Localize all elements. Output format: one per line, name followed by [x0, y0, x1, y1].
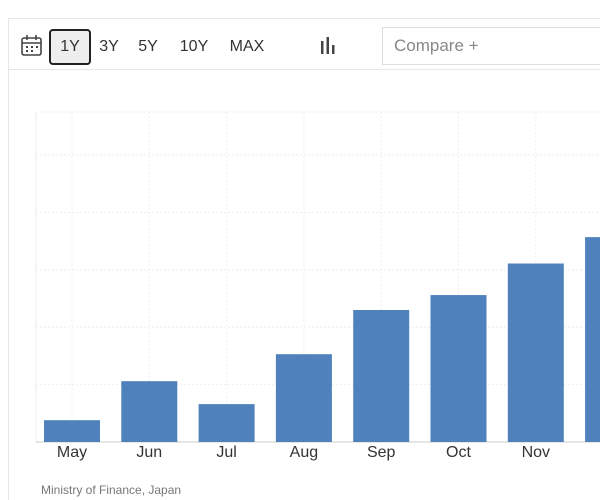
bar [585, 237, 600, 442]
source: Ministry of Finance, Japan [41, 483, 181, 497]
toolbar: 1Y 3Y 5Y 10Y MAX Compare + [8, 18, 600, 70]
calendar-icon[interactable] [21, 35, 43, 57]
x-tick-label: Oct [446, 444, 471, 461]
x-tick-label: Jul [216, 444, 236, 461]
x-tick-label: Dec [599, 444, 600, 461]
bar [198, 404, 255, 442]
x-tick-label: Sep [367, 444, 396, 461]
range-button[interactable]: 5Y [138, 38, 158, 55]
x-tick-label: Nov [522, 444, 550, 461]
compare-input[interactable]: Compare + [382, 27, 600, 65]
range-button[interactable]: MAX [229, 38, 265, 55]
bar [44, 420, 100, 442]
range-button[interactable]: 3Y [99, 38, 119, 55]
bar [121, 381, 178, 442]
bar [353, 310, 410, 442]
x-tick-label: Aug [290, 444, 318, 461]
range-button[interactable]: 1Y [49, 29, 91, 65]
bar [275, 354, 332, 442]
x-tick-label: May [57, 444, 87, 461]
bar [507, 263, 564, 442]
chart-type-icon[interactable] [319, 37, 337, 55]
bar [430, 295, 487, 442]
range-button[interactable]: 10Y [179, 38, 209, 55]
chart-frame [8, 70, 600, 500]
x-tick-label: Jun [136, 444, 162, 461]
